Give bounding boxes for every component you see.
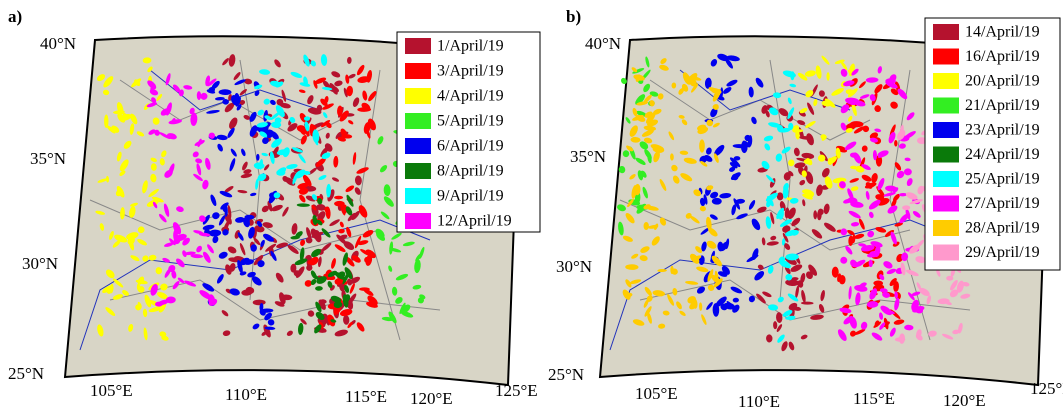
legend-label: 24/April/19 bbox=[965, 146, 1040, 163]
lon-label: 120°E bbox=[410, 389, 453, 408]
lat-label: 25°N bbox=[8, 364, 44, 383]
figure: a) 40°N 35°N 30°N 25°N 105°E 110°E 115°E 120°E 12… bbox=[0, 0, 1063, 410]
legend-swatch bbox=[933, 245, 959, 261]
lon-label: 115°E bbox=[345, 387, 387, 406]
legend: 1/April/19 3/April/19 4/April/19 5/April/19… bbox=[397, 32, 540, 232]
legend-swatch bbox=[933, 196, 959, 212]
legend-label: 6/April/19 bbox=[437, 138, 504, 155]
legend-label: 3/April/19 bbox=[437, 63, 504, 80]
swath-mark bbox=[828, 158, 833, 165]
legend-label: 14/April/19 bbox=[965, 24, 1040, 41]
lon-label: 125°E bbox=[1030, 379, 1063, 398]
lat-label: 35°N bbox=[30, 149, 66, 168]
legend-swatch bbox=[933, 147, 959, 163]
legend-label: 25/April/19 bbox=[965, 171, 1040, 188]
swath-mark bbox=[813, 210, 817, 219]
legend-label: 12/April/19 bbox=[437, 213, 512, 230]
lat-label: 30°N bbox=[22, 254, 58, 273]
legend-swatch bbox=[933, 171, 959, 187]
legend-label: 1/April/19 bbox=[437, 38, 504, 55]
legend-label: 20/April/19 bbox=[965, 73, 1040, 90]
legend-swatch bbox=[933, 24, 959, 40]
lon-label: 105°E bbox=[635, 384, 678, 403]
legend-swatch bbox=[933, 220, 959, 236]
legend-swatch bbox=[405, 38, 431, 54]
legend-label: 4/April/19 bbox=[437, 88, 504, 105]
legend-label: 8/April/19 bbox=[437, 163, 504, 180]
legend-swatch bbox=[405, 188, 431, 204]
legend-swatch bbox=[933, 73, 959, 89]
swath-mark bbox=[313, 230, 320, 237]
lat-label: 30°N bbox=[556, 257, 592, 276]
swath-mark bbox=[826, 72, 829, 81]
swath-mark bbox=[699, 139, 705, 152]
legend-label: 29/April/19 bbox=[965, 244, 1040, 261]
legend-swatch bbox=[405, 88, 431, 104]
lat-label: 25°N bbox=[548, 365, 584, 384]
lon-label: 110°E bbox=[738, 392, 780, 410]
panel-label: b) bbox=[566, 7, 581, 26]
legend-swatch bbox=[405, 113, 431, 129]
legend-swatch bbox=[933, 98, 959, 114]
swath-mark bbox=[788, 123, 793, 130]
legend-label: 21/April/19 bbox=[965, 97, 1040, 114]
lon-label: 125°E bbox=[495, 381, 538, 400]
legend-swatch bbox=[405, 163, 431, 179]
legend-swatch bbox=[933, 122, 959, 138]
lon-label: 115°E bbox=[853, 389, 895, 408]
legend-label: 27/April/19 bbox=[965, 195, 1040, 212]
swath-mark bbox=[894, 140, 897, 147]
lat-label: 40°N bbox=[585, 34, 621, 53]
lon-label: 110°E bbox=[225, 385, 267, 404]
legend-swatch bbox=[405, 138, 431, 154]
legend-label: 28/April/19 bbox=[965, 220, 1040, 237]
legend: 14/April/19 16/April/19 20/April/19 21/Apri… bbox=[925, 18, 1060, 270]
legend-label: 16/April/19 bbox=[965, 48, 1040, 65]
lat-label: 35°N bbox=[570, 147, 606, 166]
lat-label: 40°N bbox=[40, 34, 76, 53]
legend-label: 9/April/19 bbox=[437, 188, 504, 205]
panel-label: a) bbox=[8, 7, 22, 26]
lon-label: 120°E bbox=[943, 391, 986, 410]
legend-swatch bbox=[405, 213, 431, 229]
swath-mark bbox=[745, 135, 751, 141]
legend-label: 5/April/19 bbox=[437, 113, 504, 130]
legend-label: 23/April/19 bbox=[965, 122, 1040, 139]
lon-label: 105°E bbox=[90, 381, 133, 400]
legend-swatch bbox=[405, 63, 431, 79]
swath-mark bbox=[644, 222, 649, 230]
legend-swatch bbox=[933, 49, 959, 65]
